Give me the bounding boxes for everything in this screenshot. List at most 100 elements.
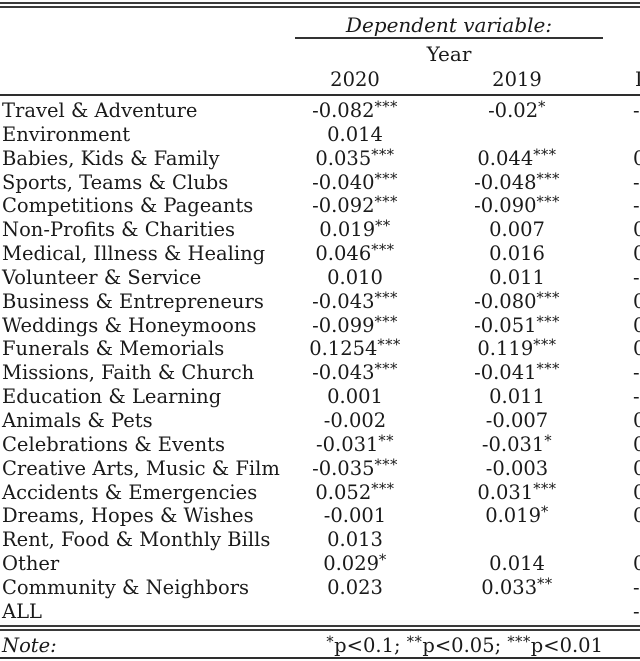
table-row: Accidents & Emergencies 0.052*** 0.031**…	[0, 481, 640, 505]
cell-2019: 0.011	[489, 265, 545, 289]
cell-clipped-partial: -	[633, 361, 640, 385]
row-label: Dreams, Hopes & Wishes	[2, 504, 254, 528]
cell-clipped-partial: 0	[633, 480, 640, 504]
cell-2019: -0.031*	[481, 432, 553, 456]
row-label: Funerals & Memorials	[2, 337, 225, 361]
cell-2019: -0.007	[485, 408, 549, 432]
bottom-double-rule-lower	[0, 628, 640, 631]
column-header-2019: 2019	[492, 68, 542, 91]
table-row: Competitions & Pageants -0.092*** -0.090…	[0, 194, 640, 218]
table-row: Sports, Teams & Clubs -0.040*** -0.048**…	[0, 171, 640, 195]
cell-2020: -0.040***	[312, 170, 398, 194]
table-row: Missions, Faith & Church -0.043*** -0.04…	[0, 361, 640, 385]
table-row: Funerals & Memorials 0.1254*** 0.119*** …	[0, 337, 640, 361]
table-body: Travel & Adventure -0.082*** -0.02* - En…	[0, 99, 640, 624]
cell-2020: 0.046***	[315, 242, 395, 266]
cell-clipped-partial: -	[633, 385, 640, 409]
cell-clipped-partial: 0	[633, 456, 640, 480]
table-row: Dreams, Hopes & Wishes -0.001 0.019* 0	[0, 504, 640, 528]
cell-2020: 0.010	[327, 265, 383, 289]
row-label: Sports, Teams & Clubs	[2, 170, 229, 194]
group-header-year: Year	[426, 42, 472, 66]
cell-clipped-partial: 0	[633, 218, 640, 242]
cell-2020: 0.023	[327, 575, 383, 599]
row-label: Missions, Faith & Church	[2, 361, 255, 385]
cell-2019: 0.011	[489, 385, 545, 409]
cell-2020: -0.043***	[312, 361, 398, 385]
cell-2020: 0.052***	[315, 480, 395, 504]
note-label: Note:	[2, 634, 57, 657]
row-label: Environment	[2, 122, 131, 146]
cell-2019: -0.003	[485, 456, 549, 480]
cell-2019: 0.033**	[481, 575, 553, 599]
cell-clipped-partial: 0	[633, 313, 640, 337]
table-row: Animals & Pets -0.002 -0.007 0	[0, 409, 640, 433]
column-header-clipped-partial: I	[635, 68, 640, 91]
cell-clipped-partial: -	[633, 575, 640, 599]
row-label: Volunteer & Service	[2, 265, 202, 289]
column-header-2020: 2020	[330, 68, 380, 91]
cell-2019: -0.02*	[488, 99, 546, 122]
final-rule	[0, 656, 640, 659]
row-label: Community & Neighbors	[2, 575, 250, 599]
cell-clipped-partial: -	[633, 194, 640, 218]
cell-2020: -0.092***	[312, 194, 398, 218]
table-row: Babies, Kids & Family 0.035*** 0.044*** …	[0, 147, 640, 171]
cell-2019: -0.080***	[474, 289, 560, 313]
cell-2020: 0.013	[327, 528, 383, 552]
table-row: Other 0.029* 0.014 0	[0, 552, 640, 576]
row-label: Medical, Illness & Healing	[2, 242, 266, 266]
cell-2020: -0.031**	[316, 432, 394, 456]
cell-2020: 0.001	[327, 385, 383, 409]
row-label: Babies, Kids & Family	[2, 146, 220, 170]
row-label: Weddings & Honeymoons	[2, 313, 257, 337]
cell-2019: -0.051***	[474, 313, 560, 337]
cell-2020: -0.002	[323, 408, 387, 432]
dependent-variable-header: Dependent variable:	[345, 13, 553, 37]
table-row: Non-Profits & Charities 0.019** 0.007 0	[0, 218, 640, 242]
row-label: Accidents & Emergencies	[2, 480, 258, 504]
cell-2019: -0.090***	[474, 194, 560, 218]
cell-2019: -0.048***	[474, 170, 560, 194]
top-double-rule-upper	[0, 2, 640, 4]
cell-2020: 0.019**	[319, 218, 391, 242]
table-row: ALL -	[0, 600, 640, 624]
row-label: ALL	[2, 599, 42, 623]
row-label: Non-Profits & Charities	[2, 218, 236, 242]
table-row: Environment 0.014	[0, 123, 640, 147]
cell-2020: -0.001	[323, 504, 387, 528]
table-row: Creative Arts, Music & Film -0.035*** -0…	[0, 457, 640, 481]
cell-clipped-partial: 0	[633, 408, 640, 432]
significance-legend: *p<0.1; **p<0.05; ***p<0.01	[326, 634, 603, 657]
cell-2019: -0.041***	[474, 361, 560, 385]
cell-2020: -0.035***	[312, 456, 398, 480]
row-label: Competitions & Pageants	[2, 194, 254, 218]
bottom-double-rule-upper	[0, 624, 640, 627]
table-row: Rent, Food & Monthly Bills 0.013	[0, 528, 640, 552]
top-double-rule-lower	[0, 6, 640, 8]
cell-2019: 0.031***	[477, 480, 557, 504]
cell-2019: 0.044***	[477, 146, 557, 170]
table-row: Education & Learning 0.001 0.011 -	[0, 385, 640, 409]
cell-2019: 0.014	[489, 552, 545, 576]
dependent-variable-underline	[295, 37, 603, 39]
row-label: Other	[2, 552, 60, 576]
cell-clipped-partial: 0	[633, 242, 640, 266]
row-label: Animals & Pets	[2, 408, 153, 432]
cell-clipped-partial: 0	[633, 289, 640, 313]
cell-2020: 0.029*	[323, 552, 387, 576]
table-row: Celebrations & Events -0.031** -0.031* 0	[0, 433, 640, 457]
cell-2020: 0.014	[327, 122, 383, 146]
cell-clipped-partial: 0	[633, 552, 640, 576]
cell-2020: -0.043***	[312, 289, 398, 313]
cell-clipped-partial: 0	[633, 146, 640, 170]
cell-clipped-partial: 0	[633, 504, 640, 528]
row-label: Creative Arts, Music & Film	[2, 456, 280, 480]
row-label: Business & Entrepreneurs	[2, 289, 264, 313]
cell-clipped-partial: 0	[633, 432, 640, 456]
row-label: Education & Learning	[2, 385, 222, 409]
row-label: Celebrations & Events	[2, 432, 225, 456]
cell-2019: 0.016	[489, 242, 545, 266]
cell-2019: 0.007	[489, 218, 545, 242]
